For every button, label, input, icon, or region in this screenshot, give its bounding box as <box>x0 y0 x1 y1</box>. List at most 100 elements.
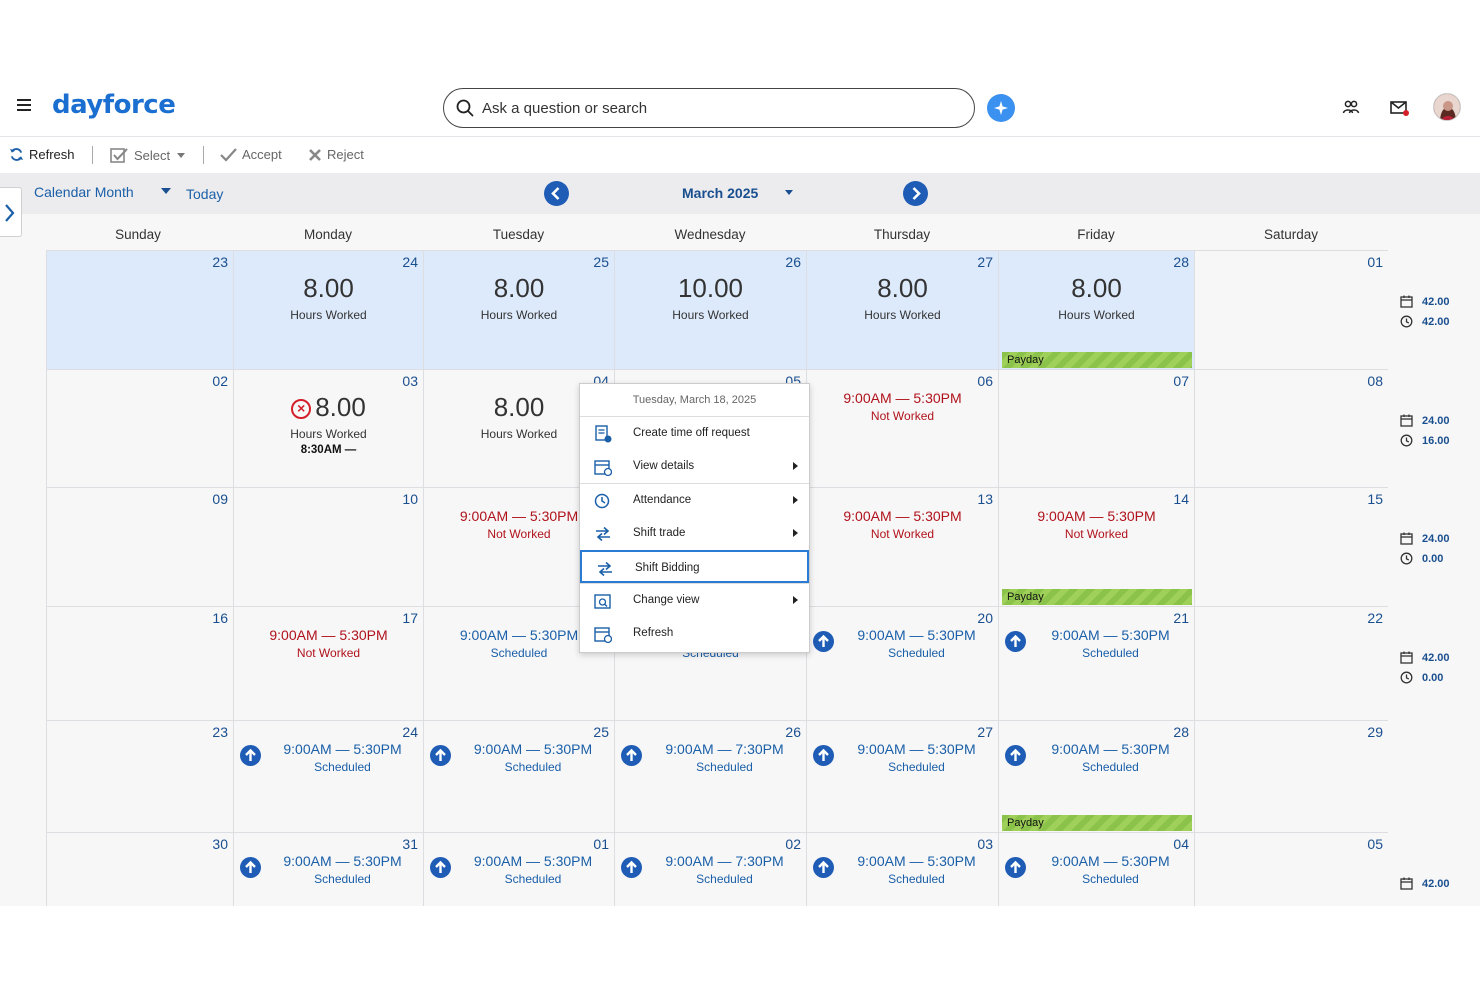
shift-bid-button[interactable] <box>813 631 834 652</box>
context-menu-item[interactable]: Attendance <box>580 484 809 517</box>
shift-time[interactable]: 9:00AM — 5:30PM <box>843 508 962 524</box>
menu-divider <box>580 483 809 484</box>
sparkle-icon <box>994 101 1008 115</box>
hamburger-menu-icon[interactable] <box>17 99 31 111</box>
calendar-day-cell[interactable]: 28 8.00 Hours Worked Payday <box>998 250 1194 369</box>
view-selector[interactable]: Calendar Month <box>34 184 134 200</box>
calendar-day-cell[interactable]: 16 <box>46 606 233 720</box>
calendar-day-cell[interactable]: 27 9:00AM — 5:30PM Scheduled <box>806 720 998 832</box>
shift-time[interactable]: 9:00AM — 5:30PM <box>1037 508 1156 524</box>
calendar-day-cell[interactable]: 25 8.00 Hours Worked <box>423 250 614 369</box>
calendar-day-cell[interactable]: 02 9:00AM — 7:30PM Scheduled <box>614 832 806 906</box>
arrow-up-icon <box>626 860 637 873</box>
shift-bid-button[interactable] <box>813 745 834 766</box>
shift-time[interactable]: 9:00AM — 5:30PM <box>857 741 976 757</box>
shift-bid-button[interactable] <box>1005 745 1026 766</box>
calendar-day-cell[interactable]: 26 9:00AM — 7:30PM Scheduled <box>614 720 806 832</box>
shift-time[interactable]: 9:00AM — 5:30PM <box>857 627 976 643</box>
context-menu-item[interactable]: View details <box>580 450 809 483</box>
dayforce-logo[interactable]: dayforce <box>52 90 176 120</box>
user-avatar[interactable] <box>1433 93 1461 121</box>
calendar-day-cell[interactable]: 02 <box>46 369 233 487</box>
hours-label: Hours Worked <box>1058 308 1135 322</box>
shift-bid-button[interactable] <box>430 857 451 878</box>
shift-time[interactable]: 9:00AM — 5:30PM <box>1051 853 1170 869</box>
calendar-day-cell[interactable]: 24 9:00AM — 5:30PM Scheduled <box>233 720 423 832</box>
shift-time[interactable]: 9:00AM — 7:30PM <box>665 741 784 757</box>
shift-bid-button[interactable] <box>240 745 261 766</box>
accept-button[interactable]: Accept <box>220 147 282 162</box>
calendar-day-cell[interactable]: 24 8.00 Hours Worked <box>233 250 423 369</box>
refresh-button[interactable]: Refresh <box>9 147 75 162</box>
shift-time[interactable]: 9:00AM — 5:30PM <box>1051 627 1170 643</box>
calendar-day-cell[interactable]: 15 <box>1194 487 1388 606</box>
calendar-day-cell[interactable]: 23 <box>46 720 233 832</box>
shift-bid-button[interactable] <box>1005 857 1026 878</box>
search-box[interactable] <box>443 88 975 128</box>
calendar-day-cell[interactable]: 08 <box>1194 369 1388 487</box>
shift-time[interactable]: 9:00AM — 5:30PM <box>459 508 579 524</box>
calendar-day-cell[interactable]: 29 <box>1194 720 1388 832</box>
calendar-day-cell[interactable]: 21 9:00AM — 5:30PM Scheduled <box>998 606 1194 720</box>
select-dropdown[interactable]: Select <box>110 147 186 164</box>
context-menu-item[interactable]: Create time off request <box>580 417 809 450</box>
shift-time[interactable]: 9:00AM — 5:30PM <box>283 741 402 757</box>
calendar-day-cell[interactable]: 27 8.00 Hours Worked <box>806 250 998 369</box>
calendar-day-cell[interactable]: 20 9:00AM — 5:30PM Scheduled <box>806 606 998 720</box>
calendar-day-cell[interactable]: 03 9:00AM — 5:30PM Scheduled <box>806 832 998 906</box>
side-panel-toggle[interactable] <box>0 187 22 237</box>
error-icon[interactable]: × <box>291 399 312 419</box>
calendar-day-cell[interactable]: 30 <box>46 832 233 906</box>
ai-assistant-button[interactable] <box>987 94 1015 122</box>
today-link[interactable]: Today <box>186 186 224 202</box>
shift-bid-button[interactable] <box>430 745 451 766</box>
current-month[interactable]: March 2025 <box>682 185 759 201</box>
shift-time[interactable]: 9:00AM — 5:30PM <box>473 853 593 869</box>
calendar-day-cell[interactable]: 28 9:00AM — 5:30PM Scheduled Payday <box>998 720 1194 832</box>
team-icon[interactable] <box>1341 98 1361 118</box>
context-menu-item[interactable]: Shift trade <box>580 517 809 550</box>
previous-month-button[interactable] <box>544 181 569 206</box>
shift-time[interactable]: 9:00AM — 5:30PM <box>459 627 579 643</box>
search-input[interactable] <box>482 97 952 119</box>
shift-time[interactable]: 9:00AM — 5:30PM <box>1051 741 1170 757</box>
context-menu-item[interactable]: Refresh <box>580 617 809 650</box>
calendar-day-cell[interactable]: 13 9:00AM — 5:30PM Not Worked <box>806 487 998 606</box>
chevron-down-icon[interactable] <box>161 188 171 194</box>
shift-time[interactable]: 9:00AM — 5:30PM <box>269 627 388 643</box>
mail-icon[interactable] <box>1389 98 1409 118</box>
calendar-day-cell[interactable]: 07 <box>998 369 1194 487</box>
calendar-day-cell[interactable]: 05 <box>1194 832 1388 906</box>
shift-status: Scheduled <box>888 646 945 660</box>
shift-time[interactable]: 9:00AM — 7:30PM <box>665 853 784 869</box>
calendar-day-cell[interactable]: 03 × 8.00 Hours Worked 8:30AM — <box>233 369 423 487</box>
calendar-day-cell[interactable]: 31 9:00AM — 5:30PM Scheduled <box>233 832 423 906</box>
shift-time[interactable]: 9:00AM — 5:30PM <box>857 853 976 869</box>
chevron-down-icon[interactable] <box>785 190 793 195</box>
calendar-day-cell[interactable]: 04 9:00AM — 5:30PM Scheduled <box>998 832 1194 906</box>
calendar-day-cell[interactable]: 17 9:00AM — 5:30PM Not Worked <box>233 606 423 720</box>
shift-time[interactable]: 9:00AM — 5:30PM <box>473 741 593 757</box>
calendar-day-cell[interactable]: 25 9:00AM — 5:30PM Scheduled <box>423 720 614 832</box>
calendar-day-cell[interactable]: 06 9:00AM — 5:30PM Not Worked <box>806 369 998 487</box>
calendar-day-cell[interactable]: 22 <box>1194 606 1388 720</box>
shift-bid-button[interactable] <box>621 745 642 766</box>
calendar-day-cell[interactable]: 09 <box>46 487 233 606</box>
calendar-day-cell[interactable]: 23 <box>46 250 233 369</box>
reject-button[interactable]: Reject <box>308 147 364 162</box>
calendar-day-cell[interactable]: 01 9:00AM — 5:30PM Scheduled <box>423 832 614 906</box>
context-menu-item[interactable]: Change view <box>580 584 809 617</box>
calendar-day-cell[interactable]: 01 <box>1194 250 1388 369</box>
context-menu-item[interactable]: Shift Bidding <box>580 550 809 583</box>
shift-bid-button[interactable] <box>621 857 642 878</box>
shift-bid-button[interactable] <box>813 857 834 878</box>
calendar-day-cell[interactable]: 26 10.00 Hours Worked <box>614 250 806 369</box>
next-month-button[interactable] <box>903 181 928 206</box>
calendar-day-cell[interactable]: 14 9:00AM — 5:30PM Not Worked Payday <box>998 487 1194 606</box>
shift-time[interactable]: 9:00AM — 5:30PM <box>283 853 402 869</box>
shift-time[interactable]: 9:00AM — 5:30PM <box>843 390 962 406</box>
calendar-day-cell[interactable]: 10 <box>233 487 423 606</box>
shift-bid-button[interactable] <box>1005 631 1026 652</box>
shift-bid-button[interactable] <box>240 857 261 878</box>
